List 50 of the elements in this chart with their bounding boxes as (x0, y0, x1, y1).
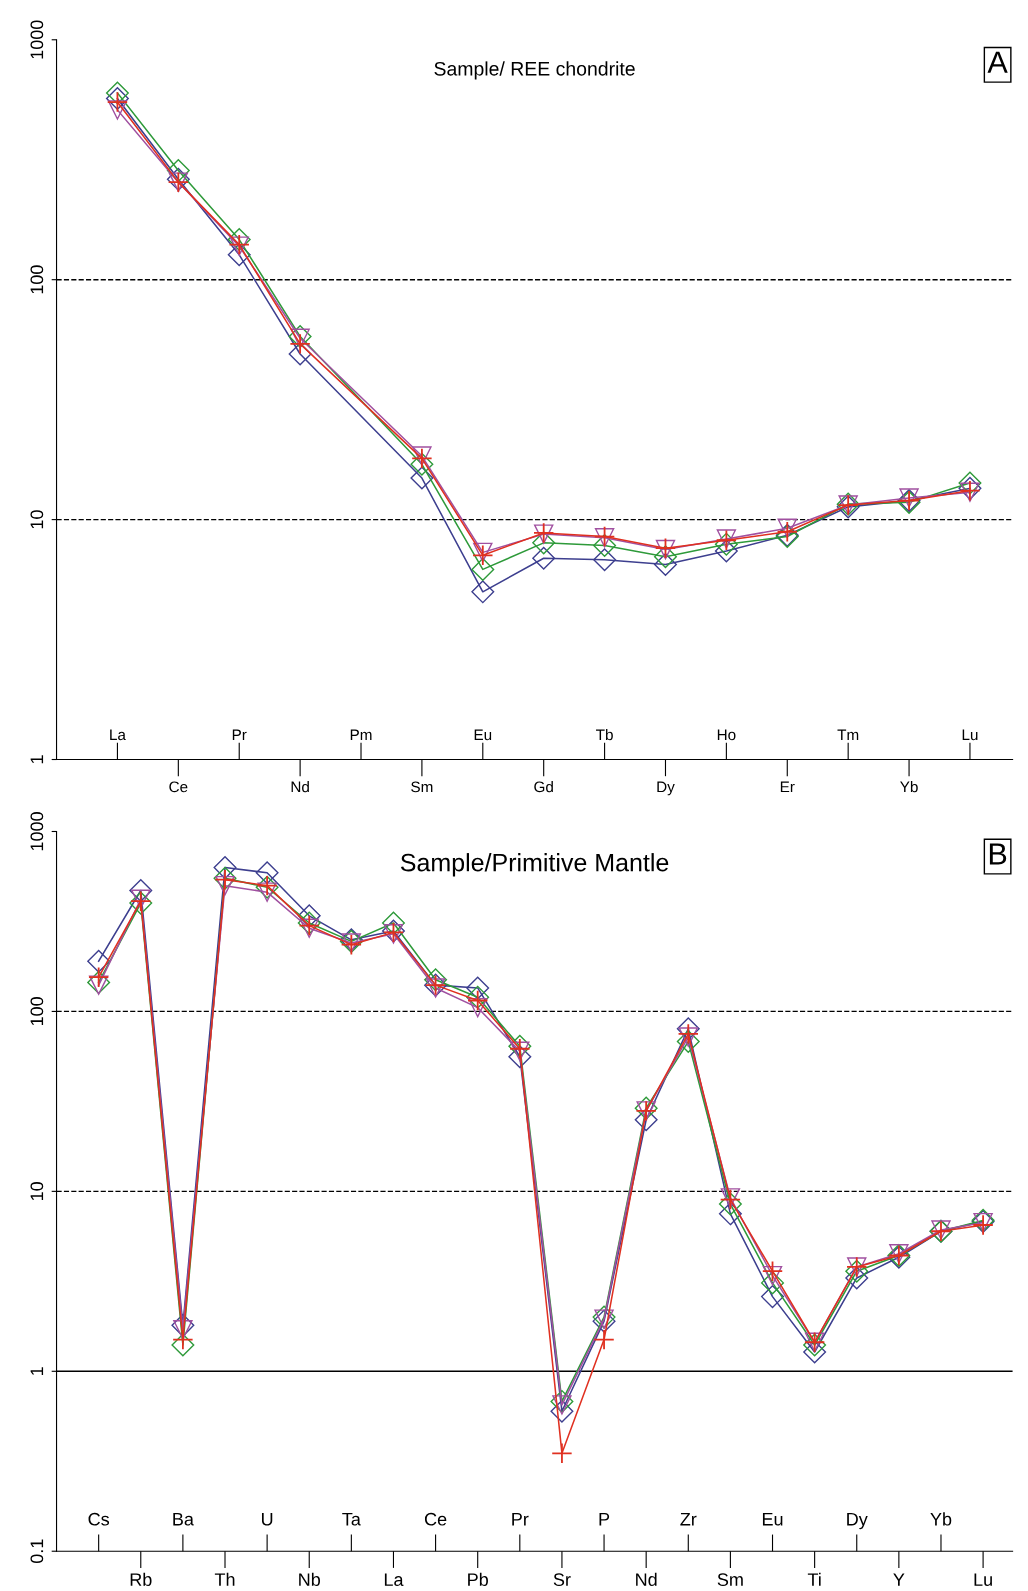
x-tick-label: Ce (424, 1512, 447, 1526)
y-tick-label: 1000 (30, 20, 44, 59)
y-tick-label: 100 (30, 997, 44, 1026)
x-tick-label: Nd (291, 781, 309, 793)
x-tick-label: Cs (88, 1512, 110, 1526)
x-tick-label: Pm (350, 729, 372, 741)
annotation: B (989, 843, 1007, 865)
x-tick-label: Ba (173, 1513, 194, 1526)
x-tick-label: Tm (837, 729, 859, 741)
y-tick-label: 1 (30, 755, 44, 764)
x-tick-label: Dy (847, 1513, 868, 1530)
x-tick-label: Yb (900, 781, 918, 793)
x-tick-label: Dy (657, 781, 675, 796)
x-tick-label: Pb (468, 1572, 488, 1587)
x-tick-label: Ta (342, 1513, 361, 1526)
x-tick-label: Sr (553, 1573, 571, 1587)
x-tick-label: Rb (130, 1572, 152, 1587)
x-tick-label: Nd (636, 1572, 657, 1587)
x-tick-label: P (599, 1513, 610, 1526)
y-tick-label: 1 (30, 1367, 44, 1375)
x-tick-label: Ti (807, 1572, 821, 1586)
x-tick-label: Yb (930, 1512, 952, 1526)
x-tick-label: Lu (962, 729, 978, 741)
x-tick-label: Y (893, 1573, 905, 1586)
x-tick-label: Th (214, 1572, 235, 1586)
y-tick-label: 1000 (30, 812, 44, 851)
x-tick-label: Lu (974, 1573, 992, 1587)
x-tick-label: Ce (169, 781, 188, 793)
y-tick-label: 10 (30, 510, 44, 529)
x-tick-label: Er (780, 781, 795, 793)
text: Sample/Primitive Mantle (400, 853, 669, 877)
text: Sample/ REE chondrite (434, 61, 635, 80)
x-tick-label: Sm (411, 781, 433, 793)
x-tick-label: La (110, 729, 126, 741)
annotation: A (987, 51, 1008, 73)
y-tick-label: 10 (30, 1182, 44, 1201)
x-tick-label: Eu (474, 729, 492, 741)
x-tick-label: Eu (762, 1513, 783, 1526)
x-tick-label: Sm (717, 1573, 743, 1587)
y-tick-label: 100 (30, 265, 44, 294)
y-tick-label: 0.1 (30, 1539, 44, 1564)
x-tick-label: Ho (717, 729, 736, 741)
x-tick-label: La (384, 1573, 404, 1587)
x-tick-label: U (262, 1513, 273, 1526)
x-tick-label: Gd (534, 781, 553, 793)
x-tick-label: Tb (596, 728, 613, 741)
x-tick-label: Pr (512, 1513, 529, 1526)
x-tick-label: Pr (232, 729, 247, 741)
x-tick-label: Zr (680, 1513, 697, 1526)
x-tick-label: Nb (299, 1572, 321, 1587)
